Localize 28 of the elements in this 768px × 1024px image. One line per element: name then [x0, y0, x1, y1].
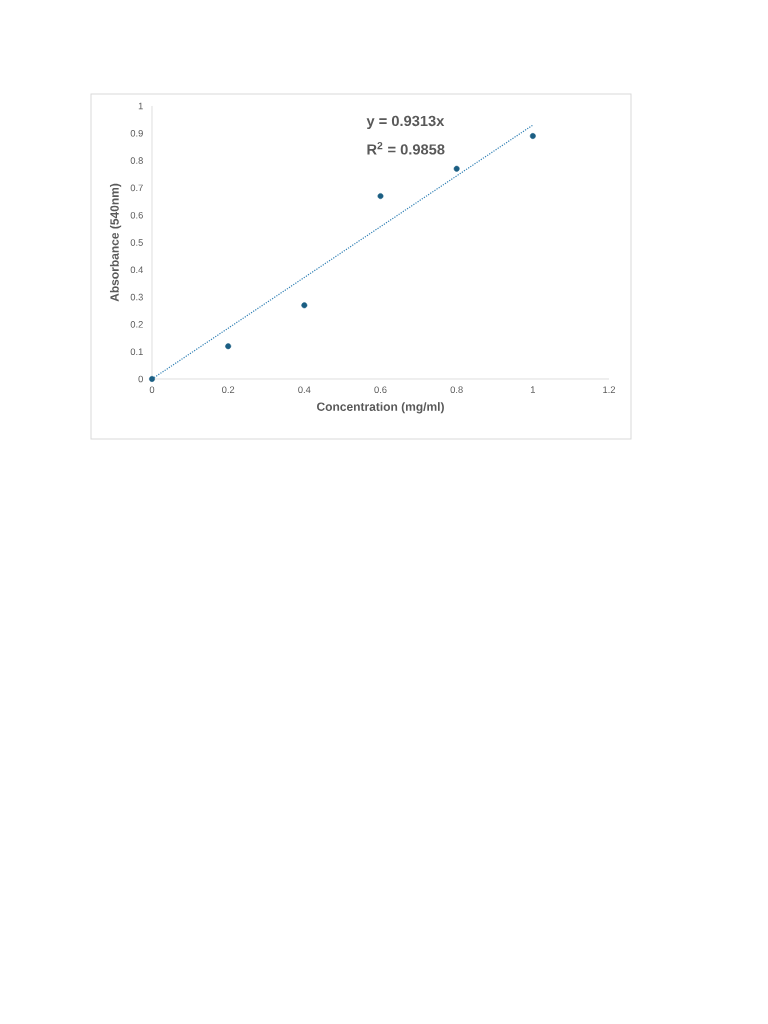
- x-tick-label: 0: [149, 386, 155, 393]
- point: [529, 133, 536, 139]
- x-tick-label: 0.6: [374, 386, 387, 393]
- x-tick-label: 0.4: [298, 386, 311, 393]
- y-tick-label: 0.3: [130, 293, 143, 301]
- x-axis-title: Concentration (mg/ml): [317, 402, 444, 414]
- y-tick-label: 0.7: [130, 184, 143, 192]
- point: [377, 193, 384, 200]
- point: [225, 343, 232, 350]
- point: [149, 376, 155, 382]
- y-tick-label: 0.8: [130, 157, 143, 164]
- y-tick-label: 0.5: [130, 239, 143, 246]
- y-tick-label: 0.1: [130, 348, 143, 355]
- y-tick-label: 0.2: [130, 321, 143, 328]
- point: [301, 302, 308, 309]
- x-tick-label: 1.2: [603, 386, 616, 393]
- point: [453, 165, 460, 172]
- annotation: R$^{2}$ = 0.9858: [367, 141, 445, 155]
- y-tick-label: 0.6: [130, 211, 143, 219]
- x-tick-label: 0.8: [450, 386, 463, 393]
- y-axis-title: Absorbance (540nm): [109, 183, 122, 302]
- x-tick-label: 1: [530, 386, 535, 393]
- annotation: y = 0.9313x: [366, 115, 445, 129]
- y-tick-label: 0.9: [130, 130, 143, 137]
- y-tick-label: 1: [138, 102, 143, 110]
- x-tick-label: 0.2: [222, 386, 235, 393]
- y-tick-label: 0: [138, 375, 143, 383]
- y-tick-label: 0.4: [130, 266, 144, 274]
